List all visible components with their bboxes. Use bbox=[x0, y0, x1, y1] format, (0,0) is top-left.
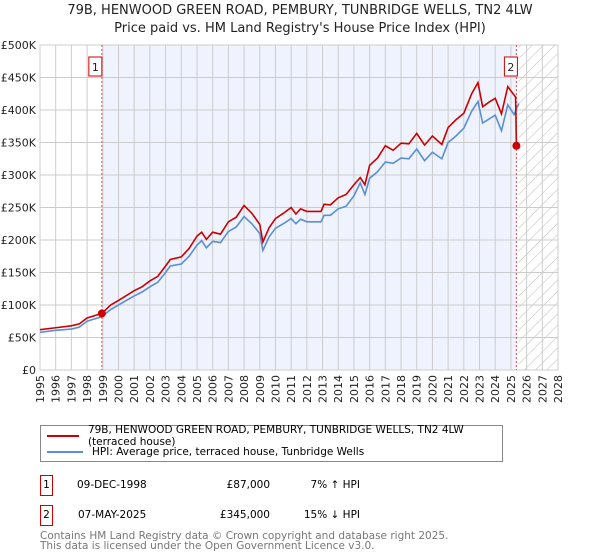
annotation-box bbox=[503, 56, 518, 77]
y-tick-label: £50K bbox=[8, 332, 37, 345]
x-tick-label: 2017 bbox=[379, 375, 392, 403]
red-line-swatch bbox=[47, 435, 79, 437]
x-tick-label: 2023 bbox=[474, 375, 487, 403]
y-tick-label: £450K bbox=[1, 72, 37, 85]
x-tick-label: 1996 bbox=[50, 375, 63, 403]
x-tick-label: 2015 bbox=[348, 375, 361, 403]
x-tick-label: 2028 bbox=[552, 375, 565, 403]
plot-border bbox=[39, 44, 559, 371]
x-tick-label: 2006 bbox=[207, 375, 220, 403]
sale-point bbox=[512, 141, 521, 150]
y-tick-label: £400K bbox=[1, 104, 37, 117]
chart-subtitle: Price paid vs. HM Land Registry's House … bbox=[114, 21, 486, 36]
x-tick-label: 2001 bbox=[128, 375, 141, 403]
transaction-hpi-diff: 15% ↓ HPI bbox=[303, 509, 360, 521]
blue-line-swatch bbox=[47, 451, 83, 453]
annotation-label: 1 bbox=[92, 61, 99, 74]
sale-point bbox=[97, 309, 106, 318]
transaction-price: £345,000 bbox=[219, 509, 270, 521]
x-tick-label: 1998 bbox=[81, 375, 94, 403]
x-tick-label: 2022 bbox=[458, 375, 471, 403]
x-tick-label: 2026 bbox=[521, 375, 534, 403]
x-tick-label: 2013 bbox=[317, 375, 330, 403]
x-tick-label: 2000 bbox=[112, 375, 125, 403]
legend: 79B, HENWOOD GREEN ROAD, PEMBURY, TUNBRI… bbox=[40, 424, 503, 462]
x-tick-label: 1997 bbox=[65, 375, 78, 403]
x-tick-label: 2016 bbox=[364, 375, 377, 403]
y-tick-label: £350K bbox=[1, 137, 37, 150]
transaction-date: 09-DEC-1998 bbox=[77, 479, 147, 491]
chart-title: 79B, HENWOOD GREEN ROAD, PEMBURY, TUNBRI… bbox=[67, 3, 533, 18]
x-tick-label: 1999 bbox=[97, 375, 110, 403]
footer-licence: This data is licensed under the Open Gov… bbox=[40, 540, 375, 552]
x-tick-label: 2009 bbox=[254, 375, 267, 403]
y-tick-label: £500K bbox=[1, 39, 37, 52]
x-tick-label: 2025 bbox=[505, 375, 518, 403]
legend-item-hpi: HPI: Average price, terraced house, Tunb… bbox=[47, 445, 364, 459]
y-tick-label: £0 bbox=[22, 364, 36, 377]
transaction-price: £87,000 bbox=[226, 479, 270, 491]
y-tick-label: £250K bbox=[1, 202, 37, 215]
x-tick-label: 2008 bbox=[238, 375, 251, 403]
annotation-box bbox=[88, 56, 103, 77]
legend-item-property: 79B, HENWOOD GREEN ROAD, PEMBURY, TUNBRI… bbox=[47, 424, 502, 448]
y-tick-label: £150K bbox=[1, 267, 37, 280]
y-tick-label: £300K bbox=[1, 169, 37, 182]
y-tick-label: £100K bbox=[1, 299, 37, 312]
footer-copyright: Contains HM Land Registry data © Crown c… bbox=[40, 530, 449, 542]
x-tick-label: 2003 bbox=[160, 375, 173, 403]
x-tick-label: 2007 bbox=[222, 375, 235, 403]
x-tick-label: 2014 bbox=[332, 375, 345, 403]
x-tick-label: 2027 bbox=[536, 375, 549, 403]
x-tick-label: 2002 bbox=[144, 375, 157, 403]
x-tick-label: 2012 bbox=[301, 375, 314, 403]
x-tick-label: 2021 bbox=[442, 375, 455, 403]
series-line bbox=[39, 80, 518, 331]
annotation-label: 2 bbox=[507, 61, 514, 74]
series-line bbox=[39, 99, 520, 334]
marker-badge: 1 bbox=[40, 475, 53, 496]
y-tick-label: £200K bbox=[1, 234, 37, 247]
legend-label: 79B, HENWOOD GREEN ROAD, PEMBURY, TUNBRI… bbox=[87, 424, 464, 448]
x-tick-label: 2010 bbox=[269, 375, 282, 403]
x-tick-label: 1995 bbox=[34, 375, 47, 403]
legend-label: HPI: Average price, terraced house, Tunb… bbox=[92, 446, 365, 458]
plot-area: 1995 1996 1997 1998 1999 2000 2001 2002 2003 2004… bbox=[1, 39, 565, 403]
x-tick-label: 2005 bbox=[191, 375, 204, 403]
x-tick-label: 2024 bbox=[489, 375, 502, 403]
marker-badge: 2 bbox=[40, 505, 53, 526]
x-tick-label: 2004 bbox=[175, 375, 188, 403]
x-tick-label: 2020 bbox=[426, 375, 439, 403]
transaction-hpi-diff: 7% ↑ HPI bbox=[310, 479, 360, 491]
x-tick-label: 2011 bbox=[285, 375, 298, 403]
x-tick-label: 2019 bbox=[411, 375, 424, 403]
transaction-date: 07-MAY-2025 bbox=[78, 509, 147, 521]
x-tick-label: 2018 bbox=[395, 375, 408, 403]
